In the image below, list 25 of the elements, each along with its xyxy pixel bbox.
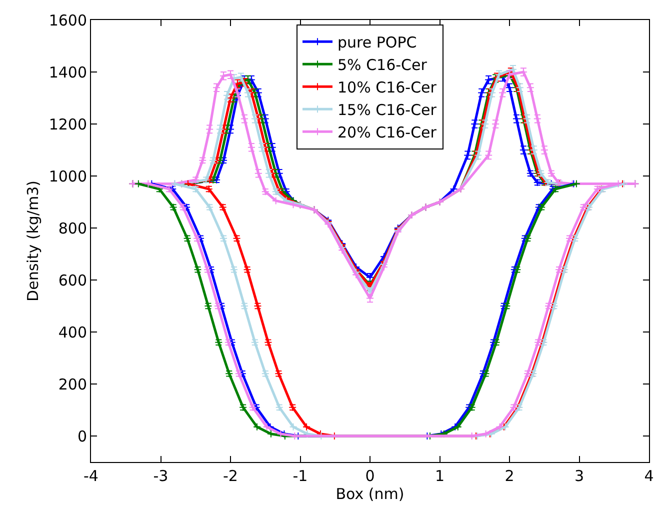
x-tick-label: 2	[504, 467, 514, 485]
y-tick-label: 1400	[48, 63, 87, 82]
y-tick-label: 200	[58, 375, 87, 394]
y-axis-title: Density (kg/m3)	[24, 180, 42, 302]
x-tick-label: -3	[153, 467, 168, 485]
x-tick-label: 0	[365, 467, 375, 485]
x-tick-label: 3	[574, 467, 584, 485]
x-tick-label: -4	[84, 467, 98, 485]
legend-label: 5% C16-Cer	[338, 56, 428, 74]
y-tick-label: 1000	[48, 167, 87, 186]
x-tick-label: -2	[223, 467, 238, 485]
x-tick-label: -1	[292, 467, 308, 485]
y-tick-label: 1200	[48, 115, 87, 134]
legend-label: 20% C16-Cer	[338, 124, 438, 142]
x-tick-label: 4	[644, 467, 654, 485]
y-tick-label: 400	[58, 323, 87, 342]
legend-label: pure POPC	[338, 34, 417, 52]
y-tick-label: 800	[58, 219, 87, 238]
x-tick-label: 1	[434, 467, 445, 485]
legend-label: 15% C16-Cer	[338, 101, 438, 120]
y-tick-label: 1600	[48, 11, 87, 30]
x-axis-title: Box (nm)	[336, 485, 404, 503]
y-tick-label: 600	[58, 271, 87, 290]
y-tick-label: 0	[77, 427, 87, 446]
legend-label: 10% C16-Cer	[338, 78, 438, 97]
